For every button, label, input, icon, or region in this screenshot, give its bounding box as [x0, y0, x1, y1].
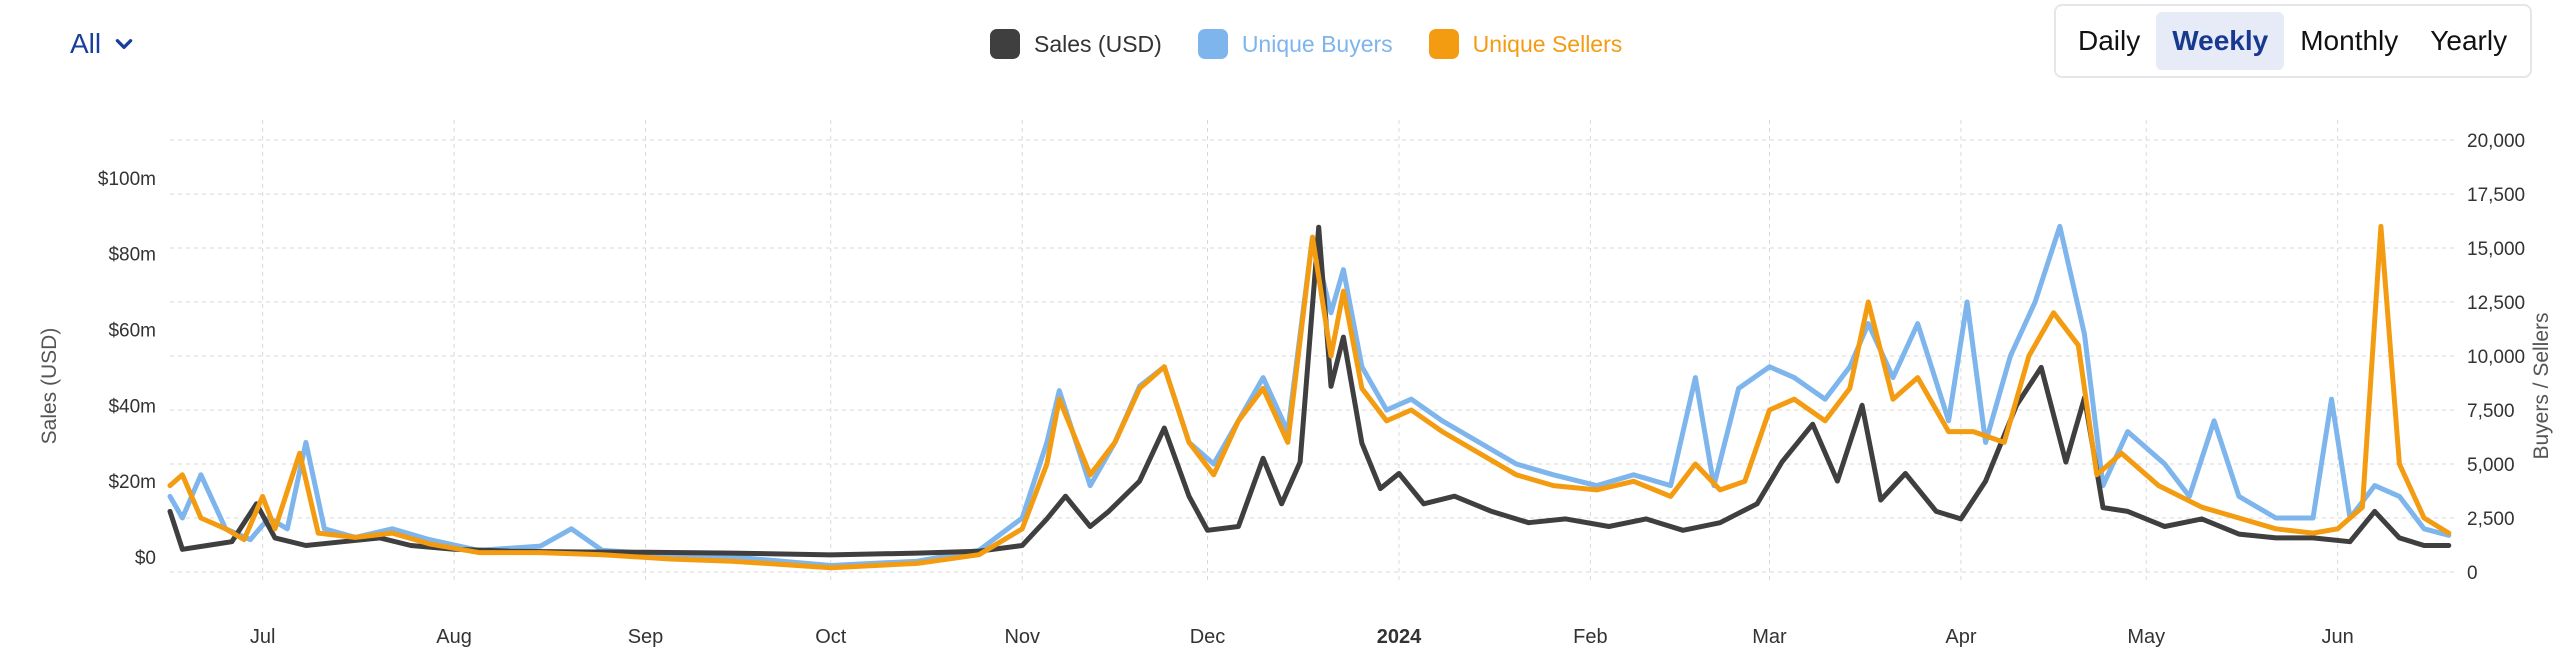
- y-tick-label: $100m: [98, 169, 156, 190]
- y-tick-label: $80m: [108, 245, 156, 266]
- y-tick-label: $40m: [108, 396, 156, 417]
- y2-tick-label: 17,500: [2467, 185, 2525, 206]
- filter-label: All: [70, 28, 102, 59]
- x-tick-label: Nov: [1004, 626, 1040, 648]
- legend-label-buyers: Unique Buyers: [1241, 30, 1393, 57]
- y2-tick-label: 12,500: [2467, 293, 2525, 314]
- y2-tick-label: 0: [2467, 563, 2478, 584]
- x-tick-label: Mar: [1752, 626, 1787, 648]
- legend-swatch-sales: [990, 29, 1020, 59]
- legend-label-sellers: Unique Sellers: [1472, 30, 1623, 57]
- x-tick-label: 2024: [1377, 626, 1422, 648]
- grid-lines: [170, 120, 2455, 584]
- series-line-unique-buyers: [167, 223, 2452, 568]
- collection-filter-dropdown[interactable]: All: [70, 22, 135, 66]
- x-tick-label: Apr: [1945, 626, 1976, 648]
- x-tick-label: Feb: [1573, 626, 1607, 648]
- y-tick-label: $20m: [108, 472, 156, 493]
- series-lines: [167, 223, 2452, 571]
- legend-label-sales: Sales (USD): [1034, 30, 1162, 57]
- legend-item-sales[interactable]: Sales (USD): [990, 29, 1162, 59]
- y2-tick-label: 7,500: [2467, 401, 2515, 422]
- x-tick-label: May: [2127, 626, 2165, 648]
- legend-item-sellers[interactable]: Unique Sellers: [1428, 29, 1623, 59]
- x-tick-label: Oct: [815, 626, 847, 648]
- y-tick-label: $0: [135, 548, 156, 569]
- period-weekly-button[interactable]: Weekly: [2156, 12, 2285, 70]
- legend-item-buyers[interactable]: Unique Buyers: [1197, 29, 1393, 59]
- legend-swatch-sellers: [1428, 29, 1459, 59]
- series-line-unique-sellers: [167, 223, 2452, 571]
- x-tick-label: Sep: [628, 626, 664, 648]
- y-axis-label: Sales (USD): [38, 328, 61, 445]
- y2-tick-label: 15,000: [2467, 239, 2525, 260]
- chart-legend: Sales (USD) Unique Buyers Unique Sellers: [990, 22, 1622, 66]
- period-yearly-button[interactable]: Yearly: [2430, 25, 2508, 56]
- period-monthly-button[interactable]: Monthly: [2300, 25, 2399, 56]
- x-tick-label: Aug: [436, 626, 472, 648]
- legend-swatch-buyers: [1197, 29, 1228, 59]
- x-tick-label: Dec: [1190, 626, 1226, 648]
- period-daily-button[interactable]: Daily: [2078, 25, 2141, 56]
- y2-tick-label: 20,000: [2467, 131, 2525, 152]
- x-tick-label: Jun: [2322, 626, 2354, 648]
- axis-ticks: 0 2,500 5,000 7,500 10,000 12,500 15,000 17,500…: [98, 131, 2525, 648]
- y2-tick-label: 5,000: [2467, 455, 2515, 476]
- y2-tick-label: 10,000: [2467, 347, 2525, 368]
- x-tick-label: Jul: [250, 626, 276, 648]
- y-tick-label: $60m: [108, 320, 156, 341]
- y2-tick-label: 2,500: [2467, 509, 2515, 530]
- chevron-down-icon: [115, 39, 133, 49]
- period-toggle-group: Daily Weekly Monthly Yearly: [2054, 4, 2532, 78]
- y2-axis-label: Buyers / Sellers: [2530, 312, 2553, 459]
